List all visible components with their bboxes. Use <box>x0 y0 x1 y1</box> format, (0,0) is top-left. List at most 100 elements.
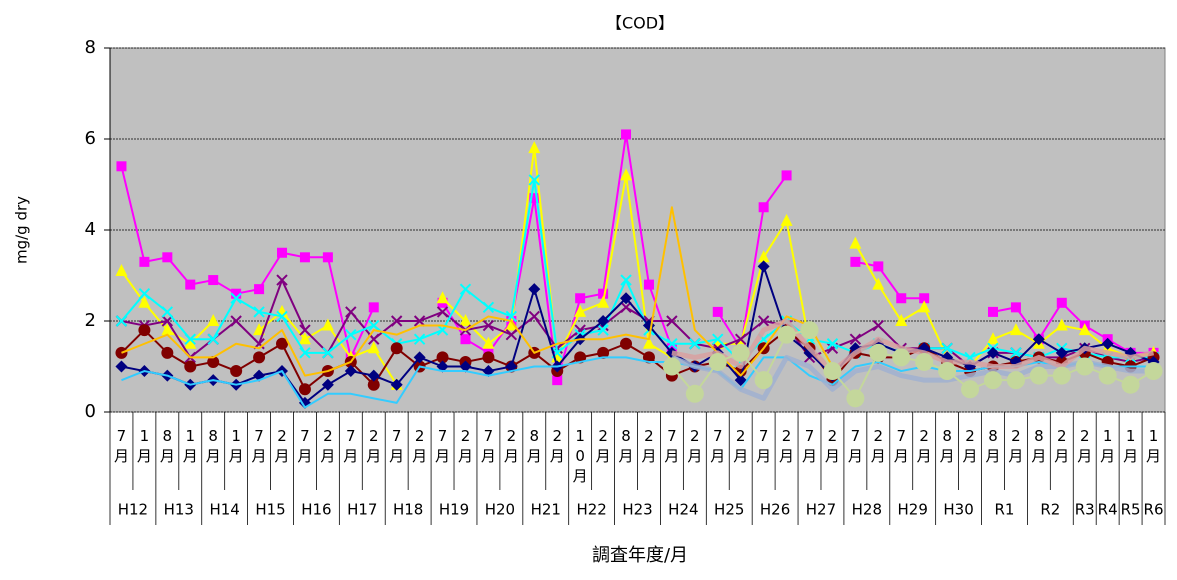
marker <box>621 129 632 140</box>
marker-stroke <box>322 347 334 359</box>
marker-stroke <box>574 324 586 336</box>
x-tick-label: 1月 <box>136 427 152 465</box>
marker <box>938 362 957 381</box>
marker <box>781 170 792 181</box>
marker <box>505 328 518 341</box>
marker-stroke <box>666 315 678 327</box>
marker-stroke <box>299 324 311 336</box>
x-tick-label: 2月 <box>320 427 336 465</box>
marker <box>666 315 678 327</box>
marker <box>322 347 334 359</box>
year-label: H15 <box>255 501 285 519</box>
marker <box>689 338 701 350</box>
marker-stroke <box>482 301 495 314</box>
marker <box>754 371 773 390</box>
marker <box>184 360 197 373</box>
marker-stroke <box>253 306 265 318</box>
marker <box>528 283 541 296</box>
year-label: H29 <box>898 501 928 519</box>
marker <box>529 193 540 204</box>
marker <box>482 301 495 314</box>
marker-stroke <box>734 333 747 345</box>
marker <box>231 288 242 299</box>
marker <box>598 288 609 299</box>
marker <box>230 365 243 378</box>
year-label: R6 <box>1144 501 1164 519</box>
marker <box>620 292 633 305</box>
marker <box>575 293 586 304</box>
marker <box>207 333 219 345</box>
marker <box>846 389 865 408</box>
marker-stroke <box>276 310 288 323</box>
marker <box>662 357 681 376</box>
year-label: H27 <box>806 501 836 519</box>
marker <box>1010 302 1021 313</box>
marker-stroke <box>345 306 357 318</box>
marker <box>390 378 403 391</box>
marker <box>597 324 609 336</box>
marker <box>413 315 426 327</box>
marker <box>757 315 770 327</box>
year-label: R5 <box>1121 501 1141 519</box>
marker <box>345 306 357 318</box>
marker <box>299 324 311 336</box>
year-label: H17 <box>347 501 377 519</box>
marker <box>482 336 495 349</box>
marker <box>642 336 655 349</box>
x-tick-label: 7月 <box>480 427 496 465</box>
marker <box>620 301 632 314</box>
x-tick-label: 8月 <box>526 427 542 465</box>
x-tick-label: 2月 <box>962 427 978 465</box>
x-tick-label: 2月 <box>779 427 795 465</box>
marker <box>345 328 357 341</box>
marker <box>162 252 173 263</box>
marker <box>987 306 998 317</box>
marker <box>368 319 380 332</box>
marker <box>919 293 930 304</box>
marker <box>983 371 1002 390</box>
marker <box>321 378 334 391</box>
marker <box>895 314 908 326</box>
marker <box>208 275 219 286</box>
marker <box>436 306 449 318</box>
series-line <box>121 265 1154 404</box>
series-line <box>671 329 1155 400</box>
x-tick-label: 2月 <box>687 427 703 465</box>
marker-stroke <box>368 333 380 345</box>
x-tick-label: 2月 <box>824 427 840 465</box>
marker-stroke <box>1010 347 1022 359</box>
marker <box>161 346 174 359</box>
x-tick-label: 1月 <box>1146 427 1162 465</box>
x-tick-label: 7月 <box>389 427 405 465</box>
x-tick-label: 7月 <box>801 427 817 465</box>
marker <box>207 314 220 326</box>
y-tick-label: 0 <box>85 401 96 422</box>
marker <box>436 291 449 304</box>
x-tick-label: 8月 <box>205 427 221 465</box>
x-tick-label: 2月 <box>641 427 657 465</box>
marker <box>367 341 380 354</box>
marker <box>941 342 953 355</box>
marker <box>413 333 426 345</box>
marker <box>620 337 633 350</box>
x-tick-label: 2月 <box>595 427 611 465</box>
marker <box>1032 333 1045 346</box>
marker-stroke <box>941 342 953 355</box>
marker <box>1052 366 1071 385</box>
marker <box>139 256 150 267</box>
marker <box>712 306 723 317</box>
marker <box>115 263 128 276</box>
marker <box>734 333 747 345</box>
marker <box>1098 366 1117 385</box>
marker <box>896 293 907 304</box>
x-tick-label: 2月 <box>916 427 932 465</box>
year-label: H20 <box>485 501 515 519</box>
marker <box>620 168 633 181</box>
marker-stroke <box>528 310 541 323</box>
marker-stroke <box>528 174 541 186</box>
x-tick-label: 8月 <box>939 427 955 465</box>
marker <box>185 279 196 290</box>
x-tick-label: 2月 <box>1054 427 1070 465</box>
marker <box>869 343 888 362</box>
marker-stroke <box>459 283 472 295</box>
